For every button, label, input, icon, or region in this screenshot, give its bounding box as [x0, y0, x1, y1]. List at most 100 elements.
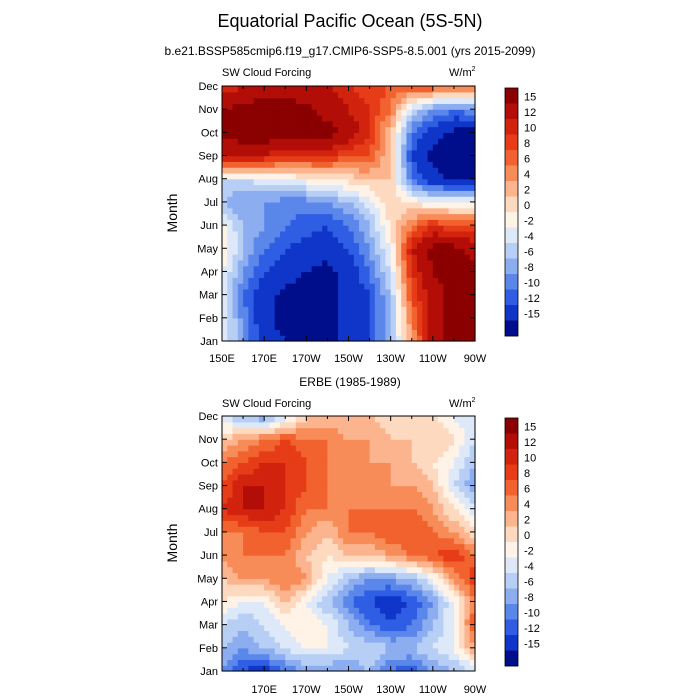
heatmap-cell — [438, 427, 444, 434]
heatmap-cell — [411, 456, 418, 463]
heatmap-cell — [448, 306, 455, 313]
heatmap-cell — [438, 242, 444, 249]
heatmap-cell — [395, 572, 402, 579]
heatmap-cell — [459, 514, 466, 521]
heatmap-cell — [443, 508, 450, 516]
y-tick-label: May — [197, 573, 218, 585]
heatmap-cell — [295, 161, 302, 168]
heatmap-cell — [438, 613, 444, 620]
heatmap-cell — [253, 86, 260, 93]
heatmap-cell — [227, 595, 234, 603]
heatmap-cell — [264, 184, 271, 191]
heatmap-cell — [374, 624, 381, 632]
heatmap-cell — [464, 502, 471, 510]
heatmap-cell — [453, 271, 460, 278]
heatmap-cell — [311, 433, 318, 440]
heatmap-cell — [243, 335, 249, 342]
colorbar-box — [505, 542, 518, 558]
heatmap-cell — [343, 184, 350, 191]
heatmap-cell — [432, 555, 439, 562]
heatmap-cell — [264, 196, 271, 203]
heatmap-cell — [322, 294, 329, 302]
heatmap-cell — [248, 479, 255, 487]
heatmap-cell — [406, 479, 413, 487]
heatmap-cell — [380, 653, 386, 661]
heatmap-cell — [348, 566, 355, 574]
heatmap-cell — [290, 485, 297, 492]
heatmap-cell — [301, 549, 307, 556]
heatmap-cell — [380, 242, 386, 249]
heatmap-cell — [337, 613, 344, 620]
heatmap-cell — [422, 647, 429, 655]
heatmap-cell — [343, 589, 350, 597]
heatmap-cell — [385, 630, 392, 637]
heatmap-cell — [411, 636, 418, 643]
heatmap-cell — [237, 172, 244, 180]
heatmap-cell — [395, 259, 402, 267]
heatmap-cell — [253, 537, 260, 545]
heatmap-cell — [322, 207, 329, 215]
heatmap-cell — [285, 207, 292, 215]
heatmap-cell — [264, 248, 271, 255]
heatmap-cell — [443, 312, 450, 319]
heatmap-cell — [385, 271, 392, 278]
heatmap-cell — [343, 427, 350, 434]
heatmap-cell — [290, 526, 297, 533]
heatmap-cell — [369, 178, 376, 186]
heatmap-cell — [401, 167, 408, 174]
heatmap-cell — [395, 172, 402, 180]
heatmap-cell — [222, 427, 228, 434]
heatmap-cell — [353, 288, 360, 296]
heatmap-cell — [243, 416, 249, 423]
heatmap-cell — [369, 653, 376, 661]
heatmap-cell — [417, 329, 423, 336]
heatmap-cell — [385, 138, 392, 145]
heatmap-cell — [306, 531, 313, 539]
heatmap-cell — [464, 642, 471, 649]
heatmap-cell — [380, 589, 386, 597]
heatmap-cell — [327, 254, 334, 261]
heatmap-cell — [258, 427, 265, 434]
heatmap-cell — [422, 595, 429, 603]
heatmap-cell — [422, 294, 429, 302]
heatmap-cell — [243, 578, 249, 585]
heatmap-cell — [227, 265, 234, 273]
heatmap-cell — [258, 642, 265, 649]
heatmap-cell — [343, 444, 350, 452]
heatmap-cell — [253, 114, 260, 122]
heatmap-cell — [469, 416, 476, 423]
heatmap-cell — [337, 456, 344, 463]
heatmap-cell — [385, 207, 392, 215]
heatmap-cell — [443, 86, 450, 93]
heatmap-cell — [243, 450, 249, 458]
heatmap-cell — [348, 178, 355, 186]
heatmap-cell — [337, 114, 344, 122]
heatmap-cell — [274, 537, 281, 545]
heatmap-cell — [248, 613, 255, 620]
heatmap-cell — [243, 439, 249, 446]
heatmap-cell — [385, 485, 392, 492]
heatmap-cell — [306, 288, 313, 296]
heatmap-cell — [222, 271, 228, 278]
heatmap-cell — [417, 444, 423, 452]
heatmap-cell — [327, 306, 334, 313]
heatmap-cell — [406, 526, 413, 533]
heatmap-cell — [222, 190, 228, 197]
heatmap-cell — [438, 97, 444, 104]
heatmap-cell — [316, 335, 323, 342]
heatmap-cell — [311, 613, 318, 620]
heatmap-cell — [311, 572, 318, 579]
heatmap-cell — [274, 86, 281, 93]
heatmap-cell — [264, 502, 271, 510]
heatmap-cell — [327, 491, 334, 498]
heatmap-cell — [253, 201, 260, 209]
heatmap-cell — [322, 288, 329, 296]
heatmap-cell — [364, 618, 371, 626]
colorbar-label: 10 — [524, 123, 536, 135]
heatmap-cell — [401, 566, 408, 574]
heatmap-cell — [417, 225, 423, 232]
heatmap-cell — [374, 444, 381, 452]
heatmap-cell — [369, 439, 376, 446]
heatmap-cell — [322, 91, 329, 99]
heatmap-cell — [427, 659, 434, 666]
